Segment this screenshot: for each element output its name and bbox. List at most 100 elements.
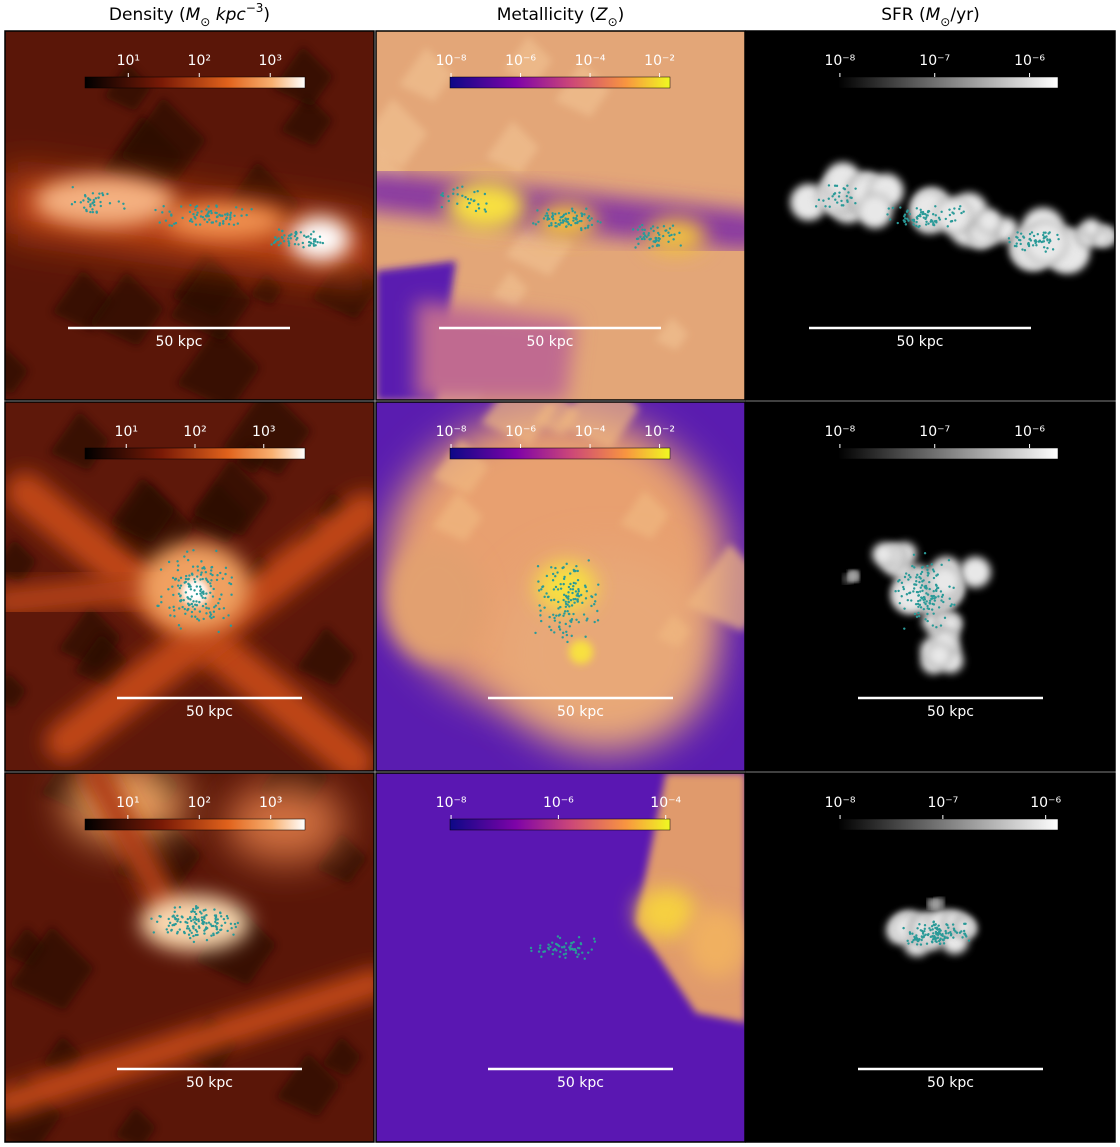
texture — [503, 36, 553, 85]
column-title: Metallicity (Z⊙) — [497, 5, 625, 29]
star-particle — [570, 634, 573, 638]
star-particle — [206, 220, 209, 224]
star-particle — [198, 223, 202, 226]
star-particle — [215, 205, 218, 208]
colorbar-tick-label: 10⁻² — [644, 53, 675, 69]
star-particle — [220, 593, 223, 596]
star-particle — [886, 213, 889, 216]
star-particle — [568, 946, 571, 949]
star-particle — [297, 243, 300, 246]
star-particle — [272, 241, 276, 245]
star-particle — [561, 221, 565, 224]
star-particle — [203, 917, 206, 920]
star-particle — [321, 241, 325, 245]
colorbar-tick-label: 10⁻⁸ — [824, 53, 855, 69]
star-particle — [550, 215, 554, 219]
star-particle — [1046, 238, 1049, 241]
star-particle — [70, 203, 74, 206]
star-particle — [931, 941, 934, 944]
star-particle — [926, 607, 929, 610]
star-particle — [215, 215, 219, 219]
star-particle — [938, 942, 942, 946]
star-particle — [934, 936, 937, 939]
panel: 10⁻⁸ 10⁻⁷ 10⁻⁶ 50 kpc — [745, 401, 1116, 772]
star-particle — [917, 599, 920, 603]
column-title: SFR (M⊙/yr) — [881, 5, 980, 29]
star-particle — [899, 206, 902, 209]
star-particle — [562, 598, 565, 602]
star-particle — [926, 604, 929, 608]
star-particle — [188, 929, 192, 932]
star-particle — [203, 218, 206, 221]
star-particle — [172, 609, 176, 612]
star-particle — [918, 580, 921, 584]
star-particle — [222, 222, 225, 225]
star-particle — [197, 918, 200, 921]
colorbar-tick-label: 10⁻⁴ — [650, 795, 681, 811]
star-particle — [546, 214, 550, 217]
star-particle — [194, 223, 198, 226]
star-particle — [932, 590, 935, 593]
star-particle — [205, 215, 209, 218]
star-particle — [926, 593, 930, 596]
star-particle — [940, 599, 943, 602]
star-particle — [537, 220, 540, 224]
star-particle — [573, 601, 576, 604]
panel-frame — [4, 401, 375, 772]
star-particle — [214, 925, 217, 928]
star-particle — [569, 223, 573, 227]
star-particle — [532, 222, 535, 225]
star-particle — [574, 949, 578, 952]
star-particle — [201, 215, 205, 219]
star-particle — [554, 225, 557, 228]
star-particle — [83, 193, 87, 197]
star-particle — [571, 948, 575, 951]
star-particle — [187, 597, 190, 600]
star-particle — [822, 199, 825, 202]
star-particle — [935, 587, 939, 590]
star-particle — [476, 189, 479, 193]
star-particle — [942, 600, 945, 604]
star-particle — [564, 956, 567, 959]
star-particle — [935, 574, 938, 577]
star-particle — [197, 619, 201, 622]
star-particle — [189, 916, 192, 919]
star-particle — [236, 921, 240, 925]
star-particle — [643, 237, 646, 241]
star-particle — [936, 933, 940, 937]
star-particle — [188, 210, 192, 214]
star-particle — [318, 235, 322, 238]
star-particle — [936, 936, 940, 939]
star-particle — [953, 207, 956, 210]
star-particle — [216, 918, 219, 921]
star-particle — [236, 222, 240, 225]
panel-frame — [745, 401, 1116, 772]
star-particle — [930, 924, 934, 928]
star-particle — [1047, 232, 1050, 235]
star-particle — [937, 595, 940, 598]
star-particle — [931, 602, 934, 606]
star-particle — [1030, 231, 1034, 234]
star-particle — [559, 221, 563, 224]
star-particle — [287, 242, 291, 245]
star-particle — [583, 957, 586, 960]
star-particle — [568, 605, 571, 608]
star-particle — [161, 211, 164, 214]
star-particle — [922, 595, 926, 599]
star-particle — [174, 577, 178, 581]
star-particle — [189, 588, 193, 591]
star-particle — [576, 578, 580, 582]
star-particle — [902, 585, 905, 589]
colorbar-tick-label: 10⁻⁸ — [436, 53, 467, 69]
star-particle — [588, 219, 591, 222]
star-particle — [915, 224, 918, 228]
star-particle — [580, 219, 583, 223]
star-particle — [924, 618, 927, 621]
star-particle — [289, 237, 293, 240]
star-particle — [182, 930, 186, 934]
star-particle — [216, 574, 219, 577]
star-particle — [584, 635, 587, 638]
star-particle — [230, 927, 233, 930]
star-particle — [184, 591, 188, 594]
star-particle — [548, 615, 551, 619]
